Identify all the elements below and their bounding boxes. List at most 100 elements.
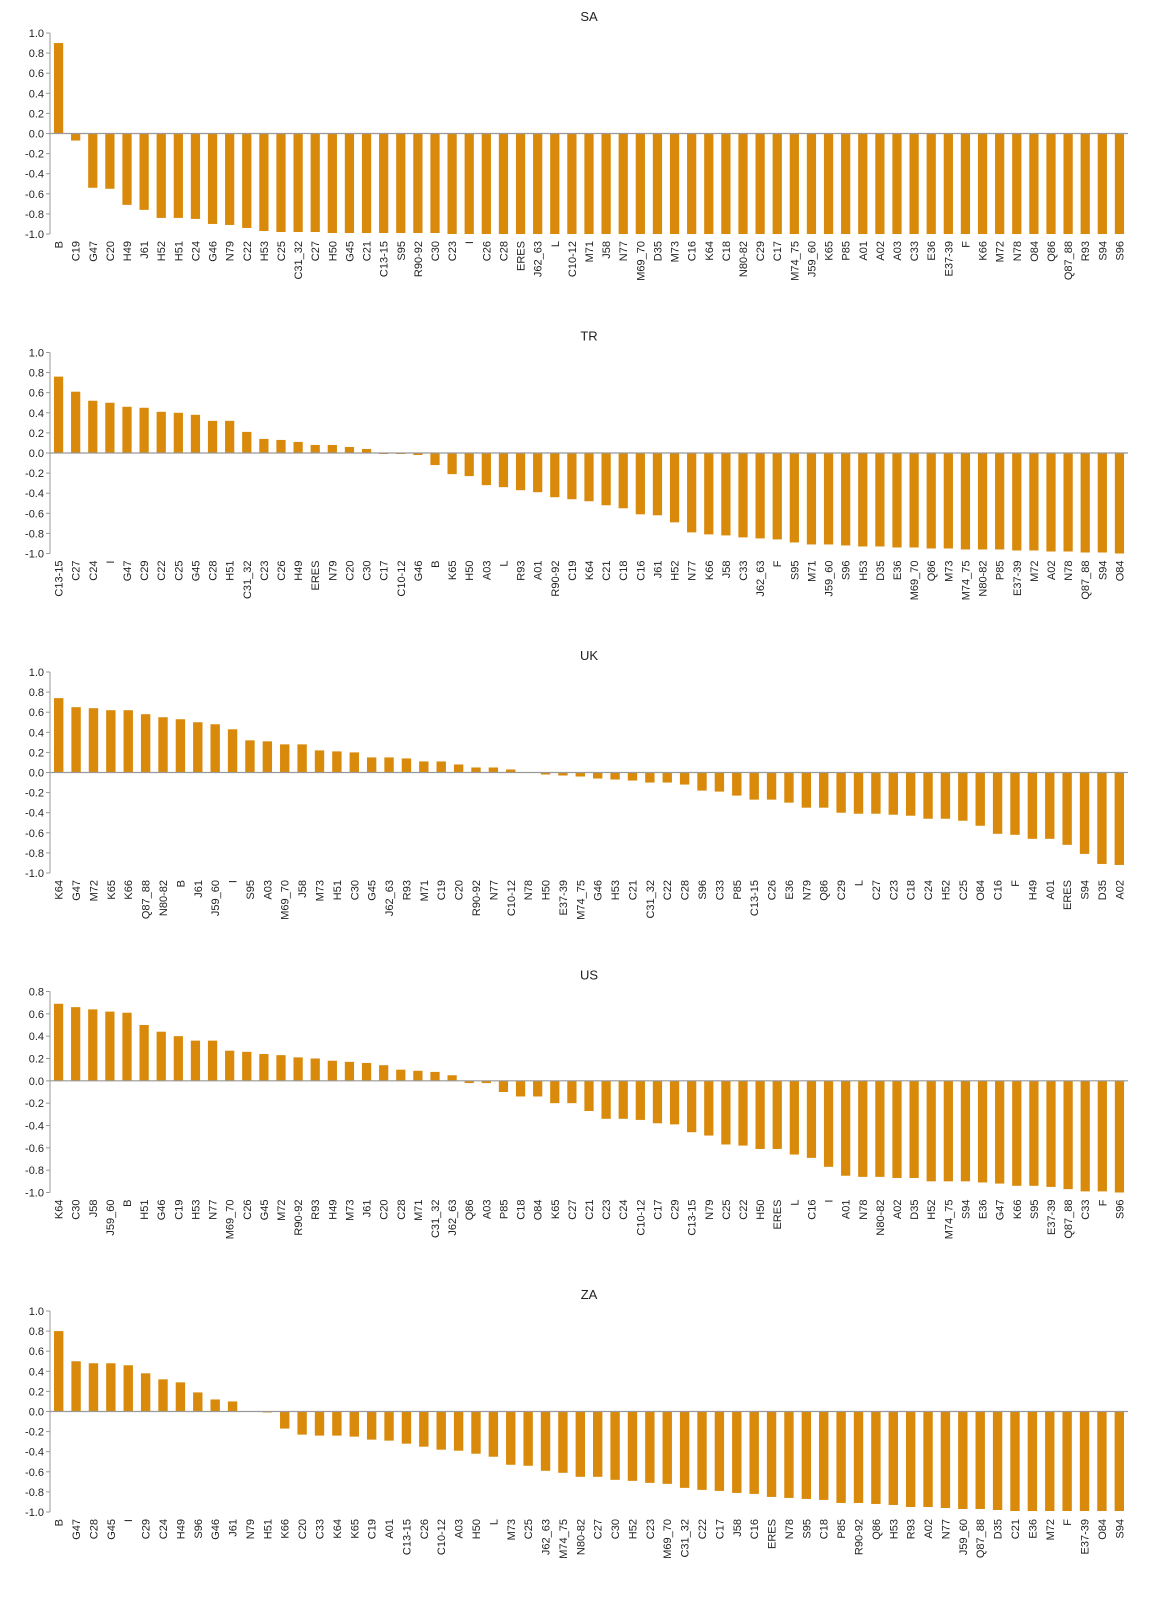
y-tick-label: 0.0 <box>29 1076 44 1088</box>
bar <box>88 133 98 188</box>
x-tick-label: C28 <box>396 1200 408 1220</box>
x-tick-label: C19 <box>367 1519 379 1539</box>
bar <box>943 453 953 549</box>
bar <box>207 420 218 453</box>
x-tick-label: B <box>430 561 442 568</box>
bar <box>704 453 714 535</box>
bar <box>310 1058 320 1081</box>
x-tick-label: M73 <box>506 1519 518 1540</box>
x-tick-label: M73 <box>315 880 327 901</box>
bar <box>453 764 464 773</box>
x-tick-label: ERES <box>767 1519 779 1549</box>
bar <box>923 1411 933 1507</box>
y-tick-label: 0.8 <box>29 687 44 699</box>
x-tick-label: B <box>54 241 66 248</box>
x-tick-label: A03 <box>481 561 493 581</box>
bar <box>995 453 1005 550</box>
bar <box>140 714 151 773</box>
bar <box>419 1411 429 1447</box>
x-tick-label: Q87_88 <box>1080 561 1092 600</box>
bar <box>909 453 919 548</box>
x-tick-label: K66 <box>704 561 716 581</box>
x-tick-label: C17 <box>379 561 391 581</box>
bar <box>122 133 132 205</box>
x-tick-label: N80-82 <box>158 880 170 916</box>
x-tick-label: A02 <box>875 241 887 261</box>
bar <box>227 729 238 773</box>
bar <box>207 133 218 224</box>
bar <box>190 414 201 453</box>
x-tick-label: C21 <box>1010 1519 1022 1539</box>
x-tick-label: N79 <box>225 241 237 261</box>
x-tick-label: S94 <box>1080 880 1092 900</box>
bar <box>738 133 748 234</box>
x-tick-label: M72 <box>88 880 100 901</box>
x-tick-label: Q86 <box>926 561 938 582</box>
bar <box>210 1399 220 1412</box>
x-tick-label: C26 <box>481 241 493 261</box>
x-tick-label: C27 <box>871 880 883 900</box>
bar <box>888 772 898 815</box>
x-tick-label: K65 <box>349 1519 361 1539</box>
x-tick-label: C25 <box>721 1200 733 1220</box>
x-tick-label: N78 <box>1012 241 1024 261</box>
x-tick-label: S95 <box>801 1519 813 1539</box>
x-tick-label: S94 <box>960 1200 972 1220</box>
x-tick-label: J59_60 <box>806 241 818 277</box>
bar <box>506 769 516 773</box>
x-tick-label: C13-15 <box>379 241 391 277</box>
bar <box>635 133 645 234</box>
x-tick-label: ERES <box>310 561 322 591</box>
x-tick-label: C31_32 <box>645 880 657 919</box>
x-tick-label: H53 <box>259 241 271 261</box>
x-tick-label: J58 <box>732 1519 744 1537</box>
bar <box>122 406 132 453</box>
bar <box>669 453 680 523</box>
x-tick-label: C27 <box>71 561 83 581</box>
x-tick-label: C33 <box>738 561 750 581</box>
bar <box>1012 1080 1022 1186</box>
bar <box>276 1055 286 1081</box>
bar <box>627 772 638 781</box>
x-tick-label: H51 <box>139 1200 151 1220</box>
x-tick-label: K64 <box>54 1200 66 1220</box>
bar <box>1114 1411 1125 1511</box>
x-tick-label: R90-92 <box>413 241 425 277</box>
x-tick-label: Q87_88 <box>1063 1200 1075 1239</box>
x-tick-label: O84 <box>1097 1519 1109 1540</box>
bar <box>801 1411 812 1499</box>
bar <box>1010 1411 1020 1511</box>
bar <box>697 1411 707 1490</box>
bar <box>396 133 406 233</box>
bar <box>464 133 474 234</box>
bar <box>841 133 851 234</box>
bar <box>721 133 731 234</box>
bar <box>447 453 457 475</box>
x-tick-label: K64 <box>704 241 716 261</box>
bar <box>207 1040 218 1081</box>
x-tick-label: E36 <box>892 561 904 581</box>
x-tick-label: J62_63 <box>447 1200 459 1236</box>
y-tick-label: 0.8 <box>29 987 44 999</box>
x-tick-label: C33 <box>909 241 921 261</box>
bar <box>361 448 372 453</box>
y-tick-label: 0.6 <box>29 68 44 80</box>
x-tick-label: C25 <box>276 241 288 261</box>
bar <box>436 761 446 773</box>
panel-title: ZA <box>581 1287 598 1302</box>
y-tick-label: -1.0 <box>25 229 44 241</box>
bar <box>540 1411 551 1471</box>
x-tick-label: C31_32 <box>293 241 305 280</box>
x-tick-label: J61 <box>228 1519 240 1537</box>
y-tick-label: 0.2 <box>29 108 44 120</box>
x-tick-label: C23 <box>645 1519 657 1539</box>
x-tick-label: C13-15 <box>687 1200 699 1236</box>
bar <box>1097 453 1107 553</box>
bar <box>105 133 115 189</box>
x-tick-label: M73 <box>670 241 682 262</box>
y-tick-label: 0.8 <box>29 1326 44 1338</box>
y-tick-label: -0.6 <box>25 828 44 840</box>
bar <box>789 1080 799 1155</box>
x-tick-label: M71 <box>419 880 431 901</box>
